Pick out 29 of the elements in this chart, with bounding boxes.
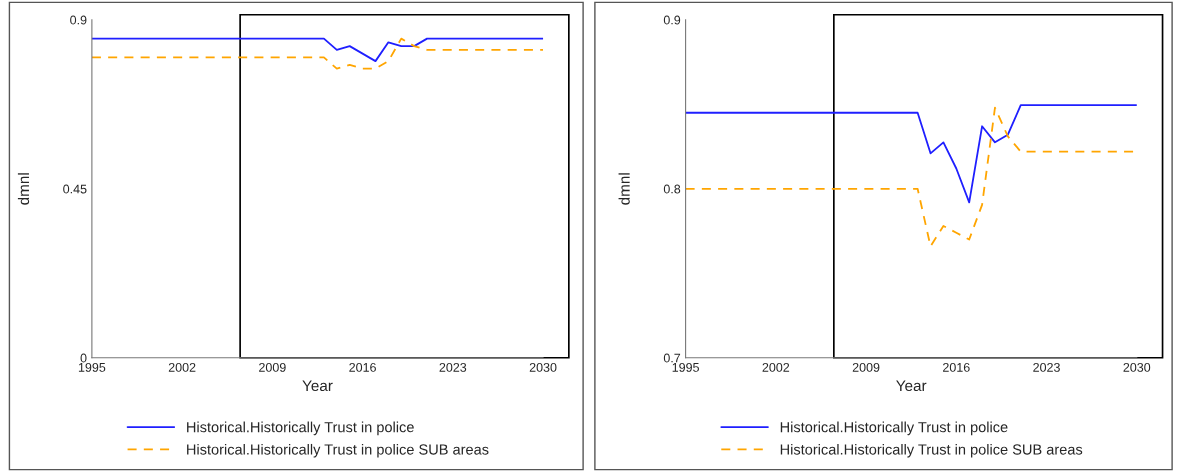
legend-label: Historical.Historically Trust in police SUB areas bbox=[780, 443, 1083, 458]
y-tick-label: 0.45 bbox=[63, 184, 87, 194]
legend-label: Historical.Historically Trust in police SUB areas bbox=[187, 443, 489, 458]
x-tick-label: 1995 bbox=[672, 362, 699, 372]
x-tick-label: 2030 bbox=[1123, 362, 1151, 372]
line-series bbox=[91, 37, 544, 70]
x-tick-label: 2009 bbox=[259, 362, 286, 372]
legend-label: Historical.Historically Trust in police bbox=[780, 421, 1008, 436]
x-tick-label: 2002 bbox=[762, 362, 790, 372]
x-tick-label: 2002 bbox=[168, 362, 196, 372]
y-axis-title: dmnl bbox=[17, 173, 30, 205]
y-tick-label: 0.8 bbox=[663, 184, 681, 194]
y-tick-label: 0.9 bbox=[70, 15, 87, 25]
x-tick-label: 2009 bbox=[852, 362, 880, 372]
x-tick-label: 2023 bbox=[439, 362, 467, 372]
legend-label: Historical.Historically Trust in police bbox=[187, 421, 414, 436]
line-series bbox=[91, 37, 544, 63]
y-tick-label: 0 bbox=[80, 353, 87, 363]
x-axis-title: Year bbox=[896, 380, 927, 392]
x-tick-label: 2023 bbox=[1033, 362, 1060, 372]
x-tick-label: 1995 bbox=[78, 362, 106, 372]
y-tick-label: 0.9 bbox=[663, 15, 681, 25]
x-tick-label: 2016 bbox=[943, 362, 970, 372]
y-tick-label: 0.7 bbox=[663, 353, 681, 363]
x-tick-label: 2030 bbox=[529, 362, 557, 372]
line-series bbox=[685, 104, 1137, 204]
x-tick-label: 2016 bbox=[349, 362, 376, 372]
x-axis-title: Year bbox=[302, 380, 333, 392]
y-axis-title: dmnl bbox=[618, 173, 630, 205]
